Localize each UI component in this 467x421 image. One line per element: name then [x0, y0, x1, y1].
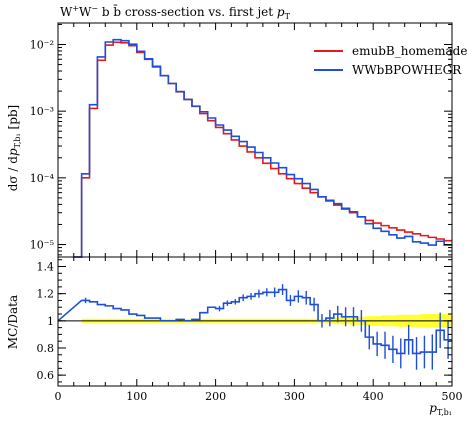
main-plot-area	[73, 38, 452, 258]
xtick-label: 200	[205, 390, 226, 403]
title-sup2: −	[91, 4, 98, 13]
xtick-label: 100	[126, 390, 147, 403]
ratio-ytick-label: 0.8	[37, 342, 55, 355]
title-text: b b̄ cross-section vs. first jet	[98, 3, 277, 19]
main-ytick-label: 10⁻²	[30, 38, 54, 51]
ratio-y-label: MC/Data	[6, 295, 20, 349]
series-line-1	[73, 38, 452, 258]
legend-label-wwbb: WWbBPOWHEGR	[352, 63, 462, 77]
main-ytick-label: 10⁻³	[30, 105, 54, 118]
main-ytick-label: 10⁻⁴	[30, 172, 55, 185]
main-y-label: dσ / dpT,b₁ [pb]	[6, 105, 22, 192]
main-ytick-label: 10⁻⁵	[30, 239, 54, 252]
ratio-ytick-label: 1.2	[37, 288, 55, 301]
x-axis-label: pT,b₁	[429, 401, 452, 417]
ratio-frame	[57, 256, 453, 387]
legend-label-emubb: emubB_homemade	[352, 44, 467, 58]
main-panel: 10⁻⁵ 10⁻⁴ 10⁻³ 10⁻² emubB_homemade WWbBPOWH…	[6, 22, 467, 258]
ratio-plot-area	[57, 284, 452, 370]
xtick-label: 0	[55, 390, 62, 403]
ratio-series-line-0	[57, 288, 452, 355]
legend: emubB_homemade WWbBPOWHEGR	[314, 44, 467, 77]
ratio-panel: 0.6 0.8 1 1.2 1.4 0 100 200 300 400 500 MC/Data p…	[6, 256, 463, 417]
xtick-label: 400	[363, 390, 384, 403]
ratio-y-ticks: 0.6 0.8 1 1.2 1.4	[37, 259, 452, 383]
main-frame	[57, 22, 453, 258]
title-w2: W	[79, 5, 92, 19]
xtick-label: 500	[442, 390, 463, 403]
ratio-ytick-label: 0.6	[37, 369, 55, 382]
title-sub: T	[285, 12, 291, 21]
title-w1: W	[60, 5, 73, 19]
title-sup1: +	[72, 4, 79, 13]
main-x-ticks	[57, 23, 453, 257]
main-y-ticks: 10⁻⁵ 10⁻⁴ 10⁻³ 10⁻²	[30, 23, 452, 256]
title-var: p	[277, 5, 285, 19]
ratio-x-ticks: 0 100 200 300 400 500	[55, 257, 463, 403]
chart-title: W+W− b b̄ cross-section vs. first jet pT	[60, 3, 291, 21]
ratio-ytick-label: 1	[47, 315, 54, 328]
xtick-label: 300	[284, 390, 305, 403]
ratio-ytick-label: 1.4	[37, 261, 55, 274]
